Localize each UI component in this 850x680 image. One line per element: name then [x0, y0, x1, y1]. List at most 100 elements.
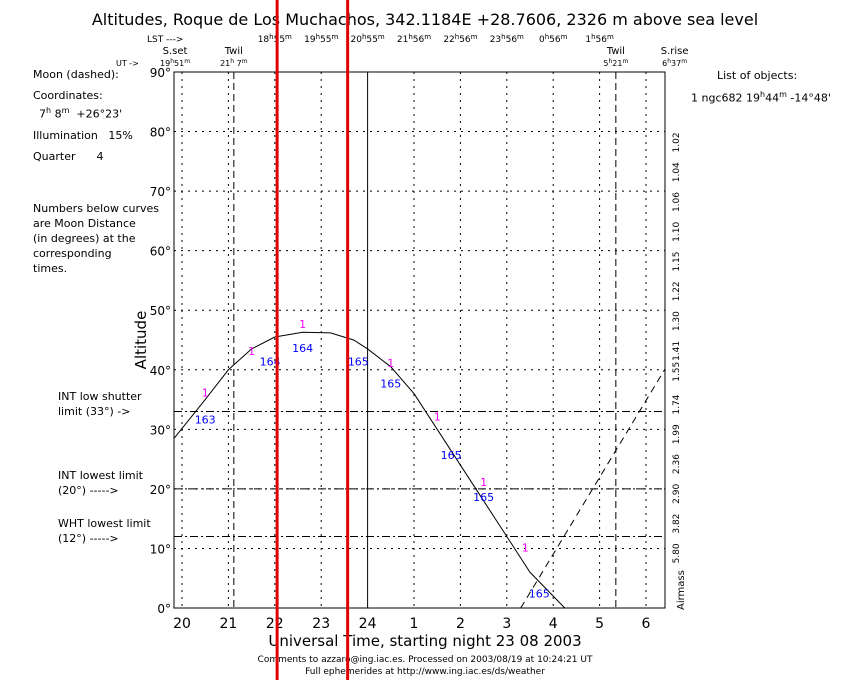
object-list-heading: List of objects: [717, 69, 798, 82]
object-marker: 1 [387, 357, 394, 370]
object-dec: -14°48' [790, 91, 831, 105]
x-tick-label: 6 [642, 616, 651, 632]
moon-distance-label: 165 [380, 378, 401, 391]
moon-ra-m: 8 [51, 107, 62, 121]
event-time: 5h21m [603, 58, 628, 68]
moon-quarter: Quarter 4 [33, 149, 133, 164]
airmass-tick-label: 2.90 [672, 484, 682, 504]
airmass-tick-label: 1.10 [672, 222, 682, 242]
note-line: corresponding [33, 247, 112, 260]
lst-tick-label: 23h56m [490, 33, 524, 45]
y-tick-label: 10° [150, 542, 171, 556]
chart-title: Altitudes, Roque de Los Muchachos, 342.1… [92, 10, 758, 29]
note-line: (in degrees) at the [33, 232, 136, 245]
note-line: are Moon Distance [33, 217, 136, 230]
airmass-tick-label: 1.41 [672, 341, 682, 361]
object-item: 1 ngc682 19h44m -14°48' [691, 90, 831, 105]
object-marker: 1 [434, 410, 441, 423]
y-tick-label: 40° [150, 364, 171, 378]
event-label: S.rise [661, 46, 689, 57]
event-label: S.set [163, 46, 188, 57]
limit-label: limit (33°) -> [58, 405, 131, 418]
footer-line-1: Comments to azzaro@ing.iac.es. Processed… [258, 655, 593, 665]
note-line: Numbers below curves [33, 202, 159, 215]
illumination-value: 15% [108, 128, 133, 142]
moon-distance-label: 165 [473, 491, 494, 504]
lst-tick-label: 21h56m [397, 33, 431, 45]
y-tick-label: 60° [150, 245, 171, 259]
event-label: Twil [606, 46, 625, 57]
moon-distance-label: 164 [292, 342, 313, 355]
airmass-tick-label: 1.06 [672, 192, 682, 212]
ut-label: UT -> [116, 59, 139, 68]
note-line: times. [33, 262, 68, 275]
y-tick-label: 30° [150, 423, 171, 437]
lst-tick-label: 22h56m [443, 33, 477, 45]
object-name: ngc682 [701, 91, 743, 105]
x-tick-label: 21 [219, 616, 237, 632]
limit-label: WHT lowest limit [58, 517, 151, 530]
y-tick-label: 80° [150, 126, 171, 140]
limit-label: (12°) -----> [58, 532, 119, 545]
x-tick-label: 4 [549, 616, 558, 632]
limit-label: (20°) -----> [58, 484, 119, 497]
airmass-tick-label: 3.82 [672, 514, 682, 534]
x-tick-label: 22 [266, 616, 284, 632]
footer-line-2: Full ephemerides at http://www.ing.iac.e… [305, 667, 545, 677]
limit-label: INT lowest limit [58, 469, 143, 482]
object-marker: 1 [522, 541, 529, 554]
moon-distance-label: 164 [260, 356, 281, 369]
lst-tick-label: 20h55m [351, 33, 385, 45]
moon-distance-label: 165 [529, 587, 550, 600]
moon-altitude-curve [520, 369, 665, 609]
y-tick-label: 70° [150, 185, 171, 199]
x-tick-label: 23 [312, 616, 330, 632]
object-ra-h: 19 [746, 91, 760, 105]
object-altitude-curve [173, 331, 566, 609]
y-axis-title: Altitude [132, 311, 150, 370]
airmass-tick-label: 1.02 [672, 132, 682, 152]
airmass-tick-label: 2.36 [672, 454, 682, 474]
limit-label: INT low shutter [58, 390, 142, 403]
moon-distance-note: Numbers below curves are Moon Distance (… [33, 201, 159, 276]
moon-distance-label: 165 [348, 356, 369, 369]
limit-int-lowest: INT lowest limit (20°) -----> [58, 468, 143, 498]
airmass-tick-label: 1.04 [672, 162, 682, 182]
x-tick-label: 20 [173, 616, 191, 632]
x-tick-label: 1 [410, 616, 419, 632]
plot-frame [173, 71, 666, 609]
x-tick-label: 3 [502, 616, 511, 632]
y-tick-label: 20° [150, 483, 171, 497]
y-tick-label: 50° [150, 304, 171, 318]
x-tick-label: 5 [595, 616, 604, 632]
event-label: Twil [224, 46, 243, 57]
x-tick-label: 2 [456, 616, 465, 632]
moon-distance-label: 163 [195, 413, 216, 426]
limit-int-low-shutter: INT low shutter limit (33°) -> [58, 389, 142, 419]
airmass-tick-label: 1.99 [672, 424, 682, 444]
moon-ra-h: 7 [39, 107, 46, 121]
event-time: 21h 7m [220, 58, 248, 68]
x-axis-title: Universal Time, starting night 23 08 200… [268, 632, 581, 650]
quarter-value: 4 [96, 149, 104, 163]
lst-label: LST ---> [147, 35, 183, 45]
lst-tick-label: 1h56m [585, 33, 614, 45]
quarter-label: Quarter [33, 149, 76, 163]
lst-tick-label: 18h55m [258, 33, 292, 45]
airmass-tick-label: 1.55 [672, 362, 682, 382]
moon-coords-label: Coordinates: [33, 89, 103, 102]
object-marker: 1 [299, 318, 306, 331]
illumination-label: Illumination [33, 128, 98, 142]
airmass-tick-label: 5.80 [672, 543, 682, 563]
moon-dec: +26°23' [76, 107, 123, 121]
object-marker: 1 [248, 345, 255, 358]
event-time: 6h37m [662, 58, 687, 68]
lst-tick-label: 19h55m [304, 33, 338, 45]
object-marker: 1 [202, 387, 209, 400]
moon-coords: 7h 8m +26°23' [39, 106, 123, 121]
moon-distance-label: 165 [441, 449, 462, 462]
airmass-tick-label: 1.22 [672, 281, 682, 301]
airmass-tick-label: 1.74 [672, 394, 682, 414]
